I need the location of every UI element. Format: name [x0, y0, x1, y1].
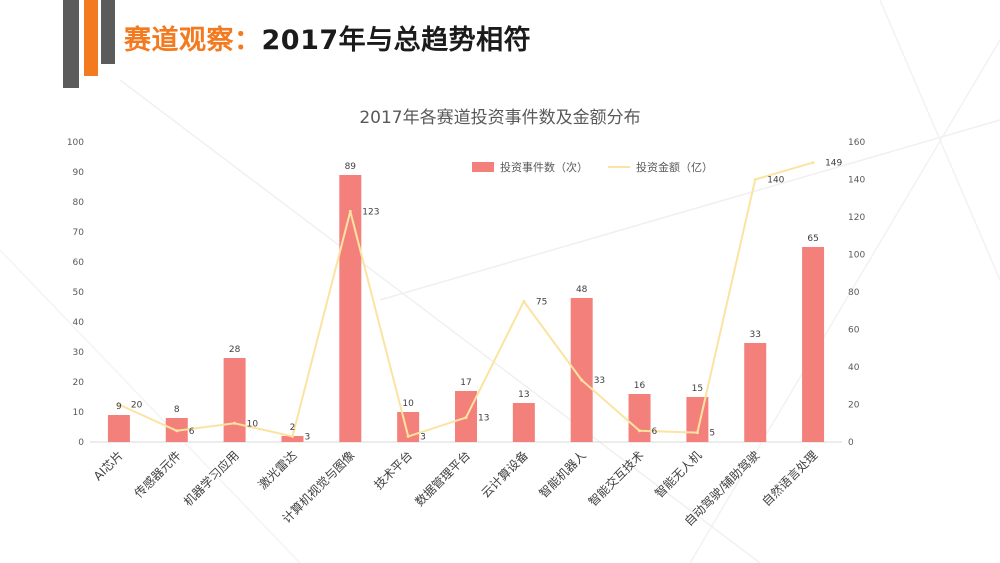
decor-bar-gray [63, 0, 79, 88]
category-label: 传感器元件 [131, 448, 184, 501]
y-right-tick-label: 100 [848, 251, 865, 261]
bar [281, 436, 304, 442]
line-point [580, 378, 584, 382]
page-title: 赛道观察：2017年与总趋势相符 [124, 18, 531, 57]
y-right-tick-label: 60 [848, 326, 860, 336]
y-left-tick-label: 10 [73, 408, 85, 418]
line-point [348, 209, 352, 213]
y-left-tick-label: 30 [73, 348, 85, 358]
bar-value-label: 10 [402, 399, 414, 409]
category-label: AI芯片 [91, 448, 126, 483]
line-value-label: 6 [652, 427, 658, 437]
category-label: 智能无人机 [651, 448, 704, 501]
line-point [811, 161, 815, 165]
chart-axes: 0 10 20 30 40 50 60 70 80 90 100 0 20 40 60 80 100 120 140… [67, 138, 866, 529]
bar-series [107, 175, 825, 442]
category-label: 数据管理平台 [412, 448, 474, 510]
bar-value-label: 17 [460, 378, 471, 388]
y-right-tick-label: 20 [848, 401, 860, 411]
legend-label-line: 投资金额（亿） [636, 160, 713, 174]
y-right-tick-label: 0 [848, 438, 854, 448]
page-title-main: 2017年与总趋势相符 [261, 25, 532, 56]
bar-value-label: 65 [807, 234, 818, 244]
category-label: 激光雷达 [256, 448, 300, 492]
chart-legend: 投资事件数（次） 投资金额（亿） [472, 160, 713, 174]
y-left-tick-label: 100 [67, 138, 84, 148]
category-label: 智能机器人 [536, 448, 589, 501]
line-point [753, 178, 757, 181]
line-point [522, 299, 526, 303]
bar-value-label: 9 [116, 402, 122, 412]
category-label: 智能交互技术 [585, 448, 647, 510]
line-point [117, 403, 121, 406]
category-label: 自然语言处理 [759, 448, 821, 510]
bar [339, 175, 362, 442]
category-label: 机器学习应用 [180, 448, 242, 510]
bar [802, 247, 825, 442]
line-value-label: 5 [709, 429, 715, 439]
bar [744, 343, 767, 442]
chart-title: 2017年各赛道投资事件数及金额分布 [359, 108, 641, 128]
line-point [406, 434, 410, 438]
line-series [117, 161, 815, 438]
line-point [290, 434, 294, 438]
legend-label-bar: 投资事件数（次） [500, 160, 588, 174]
line-point [233, 421, 237, 425]
category-label: 技术平台 [371, 448, 416, 493]
y-right-tick-label: 120 [848, 213, 865, 223]
line-value-label: 140 [767, 176, 784, 186]
y-right-tick-label: 140 [848, 176, 865, 186]
bar [107, 415, 130, 442]
line-point [638, 429, 642, 433]
y-right-tick-label: 160 [848, 138, 865, 148]
line-point [695, 431, 699, 435]
bar-value-label: 28 [229, 345, 241, 355]
page-title-accent: 赛道观察： [124, 25, 262, 56]
line-value-label: 20 [131, 401, 143, 411]
line-value-label: 13 [478, 414, 489, 424]
line-value-label: 123 [362, 207, 379, 217]
line-value-label: 10 [247, 419, 259, 429]
bar-value-label: 16 [634, 381, 646, 391]
y-left-tick-label: 50 [73, 288, 85, 298]
line-value-label: 149 [825, 159, 842, 169]
decor-bar-gray-2 [101, 0, 115, 64]
y-left-tick-label: 40 [73, 318, 85, 328]
y-right-tick-label: 40 [848, 363, 860, 373]
bar-value-label: 13 [518, 390, 529, 400]
y-left-tick-label: 0 [78, 438, 84, 448]
bar-value-label: 89 [345, 162, 357, 172]
y-left-tick-label: 80 [73, 198, 85, 208]
bar-value-label: 48 [576, 285, 588, 295]
y-left-tick-label: 60 [73, 258, 85, 268]
y-right-tick-label: 80 [848, 288, 860, 298]
bar-value-label: 33 [750, 330, 761, 340]
bar-value-label: 15 [692, 384, 703, 394]
category-label: 云计算设备 [478, 448, 531, 501]
decor-bar-orange [84, 0, 98, 76]
line-value-label: 3 [420, 432, 426, 442]
bar-value-label: 8 [174, 405, 180, 415]
bar-value-label: 2 [290, 423, 296, 433]
bar [686, 397, 709, 442]
line-point [464, 416, 468, 420]
line-value-label: 6 [189, 427, 195, 437]
line-value-label: 75 [536, 297, 547, 307]
bar [223, 358, 246, 442]
line-point [175, 429, 179, 433]
bar [628, 394, 651, 442]
legend-swatch-bar [472, 162, 494, 172]
y-left-tick-label: 20 [73, 378, 85, 388]
line-value-label: 3 [304, 432, 310, 442]
bar [512, 403, 535, 442]
y-left-tick-label: 90 [73, 168, 85, 178]
bar [570, 298, 593, 442]
y-left-tick-label: 70 [73, 228, 85, 238]
line-value-label: 33 [594, 376, 605, 386]
